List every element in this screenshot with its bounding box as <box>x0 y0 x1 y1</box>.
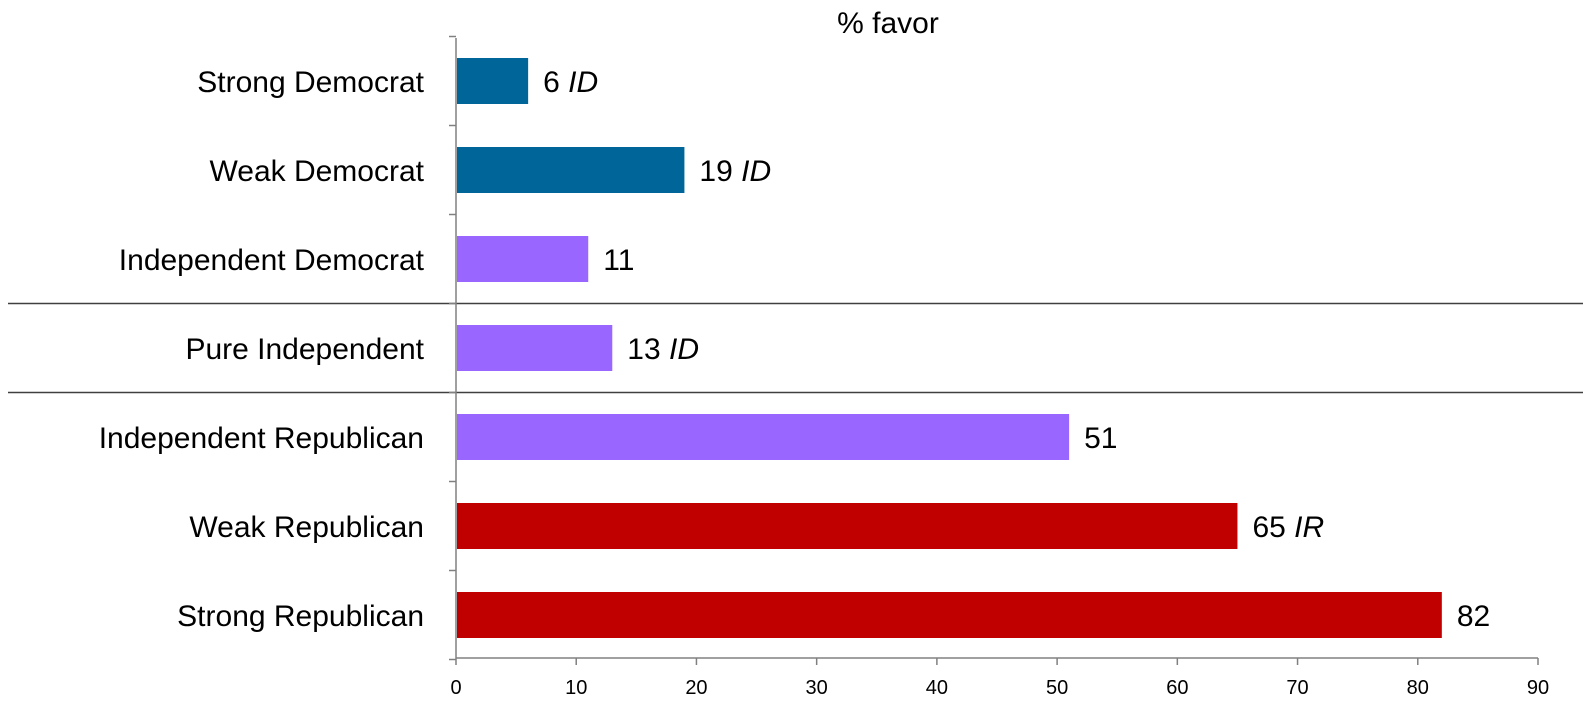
value-label: 13 ID <box>627 333 699 366</box>
value-label: 65 IR <box>1252 511 1324 544</box>
value-label: 82 <box>1457 600 1490 633</box>
category-label: Independent Republican <box>99 422 424 455</box>
x-tick-label: 40 <box>926 677 948 699</box>
x-tick-label: 60 <box>1166 677 1188 699</box>
group-dividers <box>8 302 1583 394</box>
category-label: Strong Republican <box>177 600 424 633</box>
x-tick-label: 20 <box>685 677 707 699</box>
x-tick-label: 70 <box>1286 677 1308 699</box>
category-labels: Strong Democrat Weak Democrat Independent … <box>99 66 425 633</box>
x-tick-label: 90 <box>1527 677 1549 699</box>
bar <box>457 414 1070 460</box>
bar <box>457 58 529 104</box>
category-label: Independent Democrat <box>119 244 425 277</box>
category-label: Pure Independent <box>185 333 424 366</box>
bars <box>457 58 1442 638</box>
category-label: Weak Republican <box>189 511 424 544</box>
value-label: 51 <box>1084 422 1117 455</box>
bar <box>457 236 589 282</box>
value-label: 19 ID <box>699 155 771 188</box>
x-tick-label: 30 <box>806 677 828 699</box>
bar <box>457 503 1238 549</box>
chart-title: % favor <box>837 7 939 40</box>
x-tick-label: 0 <box>450 677 461 699</box>
category-label: Weak Democrat <box>209 155 424 188</box>
x-tick-label: 50 <box>1046 677 1068 699</box>
category-label: Strong Democrat <box>197 66 424 99</box>
value-label: 6 ID <box>543 66 598 99</box>
bar <box>457 147 685 193</box>
bar <box>457 325 613 371</box>
x-tick-label: 80 <box>1407 677 1429 699</box>
value-labels: 6 ID 19 ID 11 13 ID 51 65 IR 82 <box>543 66 1490 633</box>
value-label: 11 <box>603 244 634 277</box>
bar <box>457 592 1442 638</box>
x-tick-label: 10 <box>565 677 587 699</box>
x-axis: 0 10 20 30 40 50 60 70 80 90 <box>449 35 1549 699</box>
